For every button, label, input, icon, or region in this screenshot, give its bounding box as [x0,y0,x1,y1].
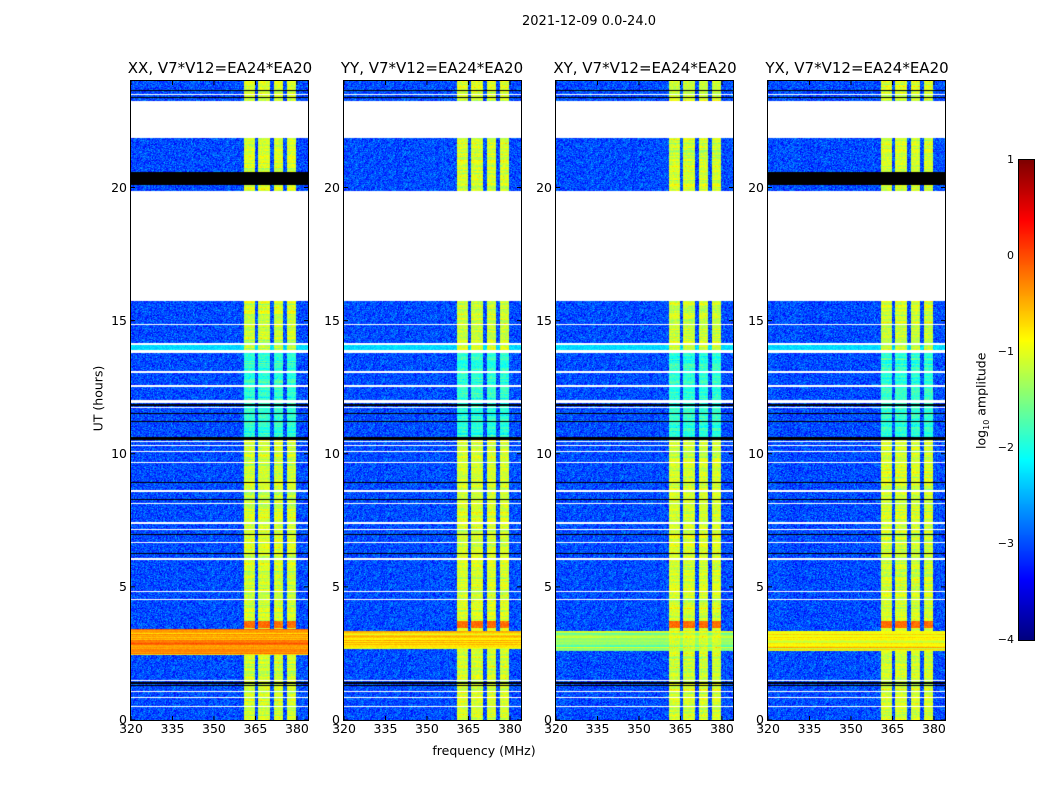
y-tick-label: 15 [324,312,340,328]
x-tick-label: 365 [668,721,693,736]
colorbar-label-log: log [973,429,989,449]
colorbar-tick-label: −3 [997,537,1014,550]
x-tick-label: 380 [498,721,522,736]
x-tick-label: 350 [839,721,863,736]
heatmap-panel-xy [555,80,734,721]
heatmap-canvas-xx [131,81,308,720]
y-tick-label: 5 [119,578,127,594]
colorbar [1018,159,1035,641]
y-tick-label: 10 [324,445,340,461]
y-tick-label: 10 [111,445,127,461]
heatmap-canvas-xy [556,81,733,720]
heatmap-canvas-yx [768,81,945,720]
x-tick-label: 365 [880,721,905,736]
x-tick-label: 320 [544,721,568,736]
x-tick-label: 350 [627,721,651,736]
figure-title: 2021-12-09 0.0-24.0 [522,14,656,29]
x-tick-label: 320 [756,721,780,736]
y-axis-label: UT (hours) [90,365,106,432]
panel-title-yy: YY, V7*V12=EA24*EA20 [340,59,524,77]
x-tick-label: 335 [373,721,398,736]
x-tick-label: 320 [119,721,143,736]
x-tick-label: 350 [202,721,226,736]
y-tick-label: 20 [536,179,552,195]
x-axis-label: frequency (MHz) [432,743,536,758]
y-tick-label: 15 [536,312,552,328]
colorbar-label-amplitude: amplitude [973,352,989,420]
y-tick-label: 20 [324,179,340,195]
x-tick-label: 365 [456,721,481,736]
panel-title-xx: XX, V7*V12=EA24*EA20 [127,59,313,77]
heatmap-panel-xx [130,80,309,721]
y-tick-label: 0 [544,712,552,727]
y-tick-label: 10 [748,445,764,461]
x-tick-label: 320 [332,721,356,736]
colorbar-tick-label: 0 [1007,249,1014,262]
y-tick-label: 20 [111,179,127,195]
y-tick-label: 10 [536,445,552,461]
panel-title-xy: XY, V7*V12=EA24*EA20 [553,59,737,77]
colorbar-label-base: 10 [981,419,991,430]
heatmap-panel-yx [767,80,946,721]
y-tick-label: 15 [748,312,764,328]
colorbar-tick-label: −4 [997,633,1014,646]
y-tick-label: 5 [332,578,340,594]
panel-title-yx: YX, V7*V12=EA24*EA20 [765,59,949,77]
x-tick-label: 335 [160,721,185,736]
y-tick-label: 5 [756,578,764,594]
colorbar-tick-label: 1 [1007,153,1014,166]
colorbar-tick-label: −1 [997,345,1014,358]
y-tick-label: 15 [111,312,127,328]
colorbar-gradient [1019,160,1034,640]
y-tick-label: 5 [544,578,552,594]
y-tick-label: 20 [748,179,764,195]
y-tick-label: 0 [119,712,127,727]
x-tick-label: 335 [585,721,610,736]
heatmap-canvas-yy [344,81,521,720]
y-tick-label: 0 [756,712,764,727]
colorbar-label: log10 amplitude [973,341,991,461]
heatmap-panel-yy [343,80,522,721]
x-tick-label: 380 [285,721,309,736]
x-tick-label: 380 [922,721,946,736]
colorbar-tick-label: −2 [997,441,1014,454]
x-tick-label: 335 [797,721,822,736]
x-tick-label: 350 [415,721,439,736]
x-tick-label: 380 [710,721,734,736]
x-tick-label: 365 [243,721,268,736]
y-tick-label: 0 [332,712,340,727]
